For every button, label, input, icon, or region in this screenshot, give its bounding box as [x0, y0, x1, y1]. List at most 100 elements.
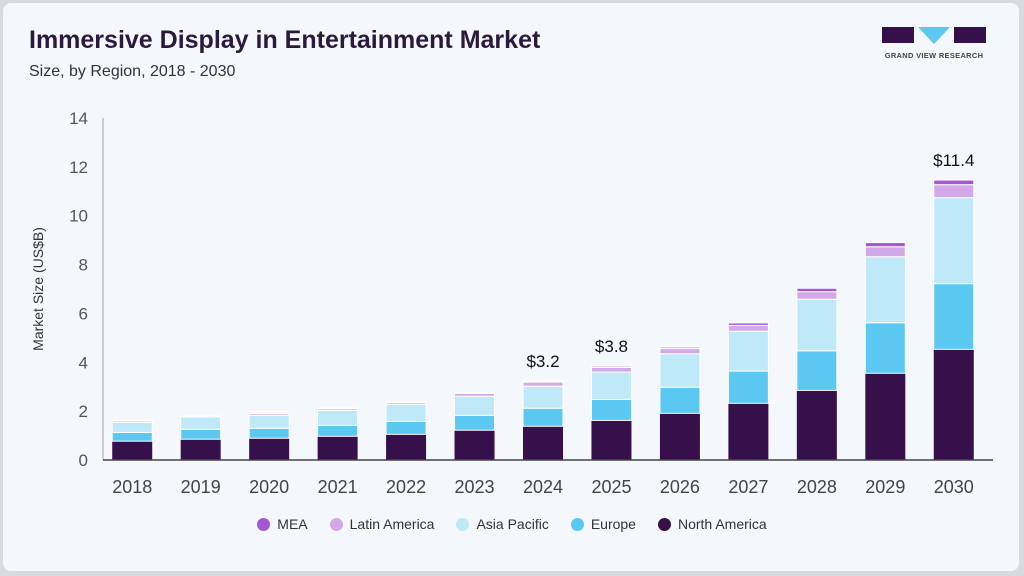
y-tick-label: 14: [69, 109, 88, 128]
bar-segment-asia-pacific: [248, 414, 290, 429]
data-label: $11.4: [933, 151, 974, 170]
logo-text: GRAND VIEW RESEARCH: [884, 51, 984, 60]
bar-segment-asia-pacific: [864, 256, 906, 324]
legend-item: MEA: [257, 516, 308, 532]
legend-swatch: [257, 517, 271, 531]
bar-segment-europe: [796, 350, 838, 391]
bar-segment-north-america: [317, 436, 358, 460]
bar-segment-europe: [864, 322, 906, 374]
x-tick-label: 2027: [728, 477, 768, 497]
bar-segment-mea: [659, 346, 701, 350]
bar-segment-north-america: [386, 434, 427, 460]
bar-segment-asia-pacific: [796, 298, 838, 352]
x-tick-label: 2020: [249, 477, 289, 497]
x-tick-label: 2029: [865, 477, 905, 497]
bar-segment-mea: [864, 242, 906, 248]
x-tick-label: 2026: [660, 477, 700, 497]
bar-segment-north-america: [865, 373, 906, 460]
y-tick-label: 12: [69, 158, 88, 177]
bar-segment-latin-america: [933, 184, 975, 199]
bar-segment-asia-pacific: [454, 395, 496, 416]
y-tick-label: 10: [69, 207, 88, 226]
y-axis-label: Market Size (US$B): [30, 227, 46, 351]
data-label: $3.8: [595, 337, 628, 356]
legend-label: Asia Pacific: [476, 516, 549, 532]
legend-label: North America: [677, 516, 767, 532]
legend-swatch: [570, 517, 584, 531]
bar-segment-north-america: [933, 349, 974, 460]
bar-segment-asia-pacific: [385, 403, 427, 422]
y-tick-label: 8: [79, 256, 88, 275]
bar-segment-north-america: [728, 403, 769, 460]
bar-segment-europe: [180, 428, 222, 440]
legend-item: Asia Pacific: [456, 516, 549, 532]
x-tick-label: 2024: [523, 477, 563, 497]
bar-segment-north-america: [659, 413, 700, 460]
bar-segment-mea: [454, 392, 496, 394]
bar-segment-north-america: [249, 438, 290, 460]
bar-segment-europe: [385, 420, 427, 435]
bar-segment-latin-america: [522, 381, 564, 387]
x-tick-label: 2018: [112, 477, 152, 497]
bar-segment-asia-pacific: [180, 416, 222, 430]
grand-view-research-logo: GRAND VIEW RESEARCH: [882, 27, 986, 63]
bar-segment-europe: [248, 427, 290, 439]
bar-segment-north-america: [454, 430, 495, 460]
bar-segment-asia-pacific: [590, 371, 632, 400]
legend-swatch: [456, 517, 470, 531]
bar-segment-north-america: [796, 390, 837, 460]
bar-segment-mea: [248, 412, 290, 415]
legend-label: Latin America: [349, 516, 435, 532]
legend-label: Europe: [590, 516, 636, 532]
data-label: $3.2: [526, 352, 559, 371]
bar-segment-europe: [727, 370, 769, 404]
bar-segment-latin-america: [727, 324, 769, 332]
bar-segment-mea: [590, 365, 632, 368]
bar-segment-europe: [454, 414, 496, 431]
bar-segment-asia-pacific: [522, 385, 564, 409]
bar-segment-north-america: [523, 426, 563, 460]
bar-segment-north-america: [591, 420, 632, 460]
x-tick-label: 2023: [455, 477, 495, 497]
y-tick-label: 6: [79, 304, 88, 323]
legend-swatch: [329, 517, 343, 531]
bar-segment-europe: [590, 398, 632, 421]
bar-segment-mea: [522, 380, 564, 383]
bar-segment-mea: [317, 407, 359, 410]
bar-segment-latin-america: [590, 366, 632, 373]
bar-segment-europe: [317, 424, 359, 437]
x-tick-label: 2022: [386, 477, 426, 497]
bar-segment-mea: [933, 179, 975, 186]
bar-segment-europe: [933, 283, 975, 350]
legend-item: North America: [657, 516, 767, 532]
bar-segment-north-america: [180, 439, 221, 460]
bar-segment-asia-pacific: [659, 353, 701, 388]
bar-segment-mea: [385, 401, 427, 404]
bar-segment-asia-pacific: [111, 421, 153, 433]
chart-subtitle: Size, by Region, 2018 - 2030: [29, 63, 236, 80]
chart-title: Immersive Display in Entertainment Marke…: [29, 26, 541, 54]
bar-segment-europe: [522, 407, 564, 427]
bar-segment-mea: [111, 419, 153, 422]
legend-swatch: [657, 517, 671, 531]
chart-card: [3, 3, 1019, 571]
y-tick-label: 0: [79, 451, 88, 470]
y-tick-label: 2: [79, 402, 88, 421]
x-tick-label: 2028: [797, 477, 837, 497]
x-tick-label: 2019: [181, 477, 221, 497]
x-tick-label: 2030: [934, 477, 974, 497]
bar-segment-asia-pacific: [317, 409, 359, 426]
bar-segment-mea: [180, 415, 222, 418]
x-tick-label: 2025: [591, 477, 631, 497]
bar-segment-mea: [727, 322, 769, 326]
bar-segment-latin-america: [659, 348, 701, 355]
bar-segment-europe: [111, 431, 153, 442]
bar-segment-latin-america: [796, 291, 838, 300]
x-tick-label: 2021: [318, 477, 358, 497]
legend-item: Europe: [570, 516, 636, 532]
bar-segment-asia-pacific: [933, 197, 975, 285]
legend-label: MEA: [277, 516, 308, 532]
bar-segment-latin-america: [864, 246, 906, 258]
bar-segment-north-america: [112, 441, 153, 460]
